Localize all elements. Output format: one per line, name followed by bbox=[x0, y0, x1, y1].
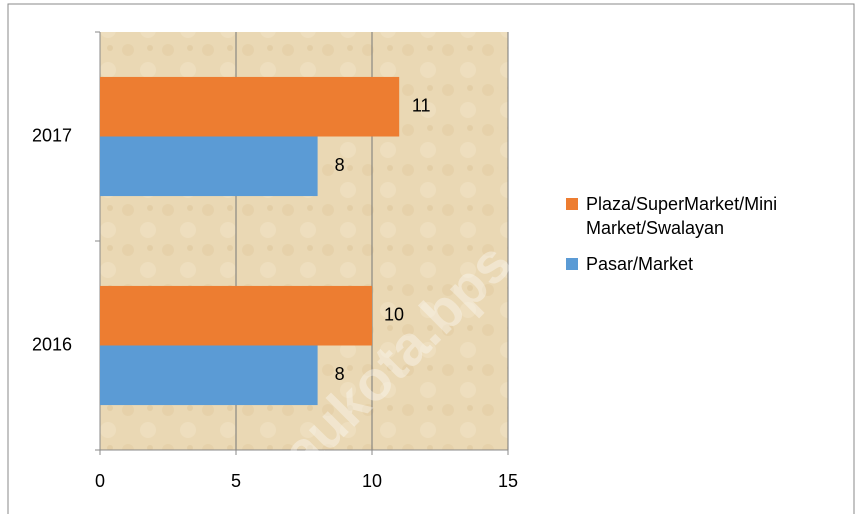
data-label: 8 bbox=[335, 364, 345, 384]
x-tick-label: 10 bbox=[362, 471, 382, 491]
bar bbox=[100, 285, 372, 346]
data-label: 11 bbox=[412, 95, 431, 115]
data-label: 10 bbox=[384, 304, 404, 324]
y-tick-label: 2017 bbox=[32, 125, 72, 145]
bar bbox=[100, 345, 318, 406]
legend-swatch bbox=[566, 258, 578, 270]
x-tick-label: 5 bbox=[231, 471, 241, 491]
legend-item: Pasar/Market bbox=[566, 252, 841, 276]
bar bbox=[100, 136, 318, 197]
y-tick-label: 2016 bbox=[32, 334, 72, 354]
legend-swatch bbox=[566, 198, 578, 210]
x-tick-label: 15 bbox=[498, 471, 518, 491]
legend-label: Plaza/SuperMarket/Mini Market/Swalayan bbox=[586, 194, 778, 238]
data-label: 8 bbox=[335, 155, 345, 175]
bar bbox=[100, 76, 400, 137]
legend-item: Plaza/SuperMarket/Mini Market/Swalayan bbox=[566, 192, 841, 240]
legend: Plaza/SuperMarket/Mini Market/Swalayan Pa… bbox=[566, 192, 841, 288]
chart-border bbox=[7, 3, 855, 514]
legend-label: Pasar/Market bbox=[586, 254, 694, 274]
x-tick-label: 0 bbox=[95, 471, 105, 491]
